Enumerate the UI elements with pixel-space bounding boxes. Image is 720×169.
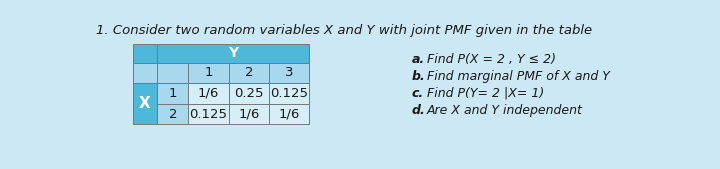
Text: Find P(X = 2 , Y ≤ 2): Find P(X = 2 , Y ≤ 2)	[427, 53, 556, 66]
Bar	[189, 104, 229, 124]
Text: 2: 2	[168, 108, 177, 121]
Bar	[158, 104, 189, 124]
Text: 2: 2	[245, 66, 253, 79]
Bar	[229, 63, 269, 83]
Text: 0.25: 0.25	[234, 87, 264, 100]
Text: 0.125: 0.125	[270, 87, 308, 100]
Text: Find marginal PMF of X and Y: Find marginal PMF of X and Y	[427, 70, 610, 83]
Bar	[132, 44, 158, 63]
Text: 1/6: 1/6	[238, 108, 260, 121]
Text: 1: 1	[168, 87, 177, 100]
Bar	[229, 83, 269, 104]
Text: X: X	[139, 96, 151, 111]
Bar	[229, 104, 269, 124]
Text: Y: Y	[228, 46, 238, 60]
Text: 1. Consider two random variables X and Y with joint PMF given in the table: 1. Consider two random variables X and Y…	[96, 24, 593, 37]
Bar	[158, 44, 310, 63]
Text: c.: c.	[412, 87, 424, 100]
Bar	[158, 63, 189, 83]
Text: 1/6: 1/6	[279, 108, 300, 121]
Bar	[269, 63, 310, 83]
Text: d.: d.	[412, 104, 426, 117]
Bar	[158, 83, 189, 104]
Text: 1: 1	[204, 66, 213, 79]
Text: 1/6: 1/6	[198, 87, 220, 100]
Text: Are X and Y independent: Are X and Y independent	[427, 104, 583, 117]
Bar	[132, 83, 158, 124]
Bar	[189, 83, 229, 104]
Bar	[189, 63, 229, 83]
Text: a.: a.	[412, 53, 425, 66]
Bar	[132, 63, 158, 83]
Text: 3: 3	[285, 66, 294, 79]
Text: 0.125: 0.125	[189, 108, 228, 121]
Text: b.: b.	[412, 70, 426, 83]
Bar	[269, 104, 310, 124]
Text: Find P(Y= 2 |X= 1): Find P(Y= 2 |X= 1)	[427, 87, 544, 100]
Bar	[269, 83, 310, 104]
